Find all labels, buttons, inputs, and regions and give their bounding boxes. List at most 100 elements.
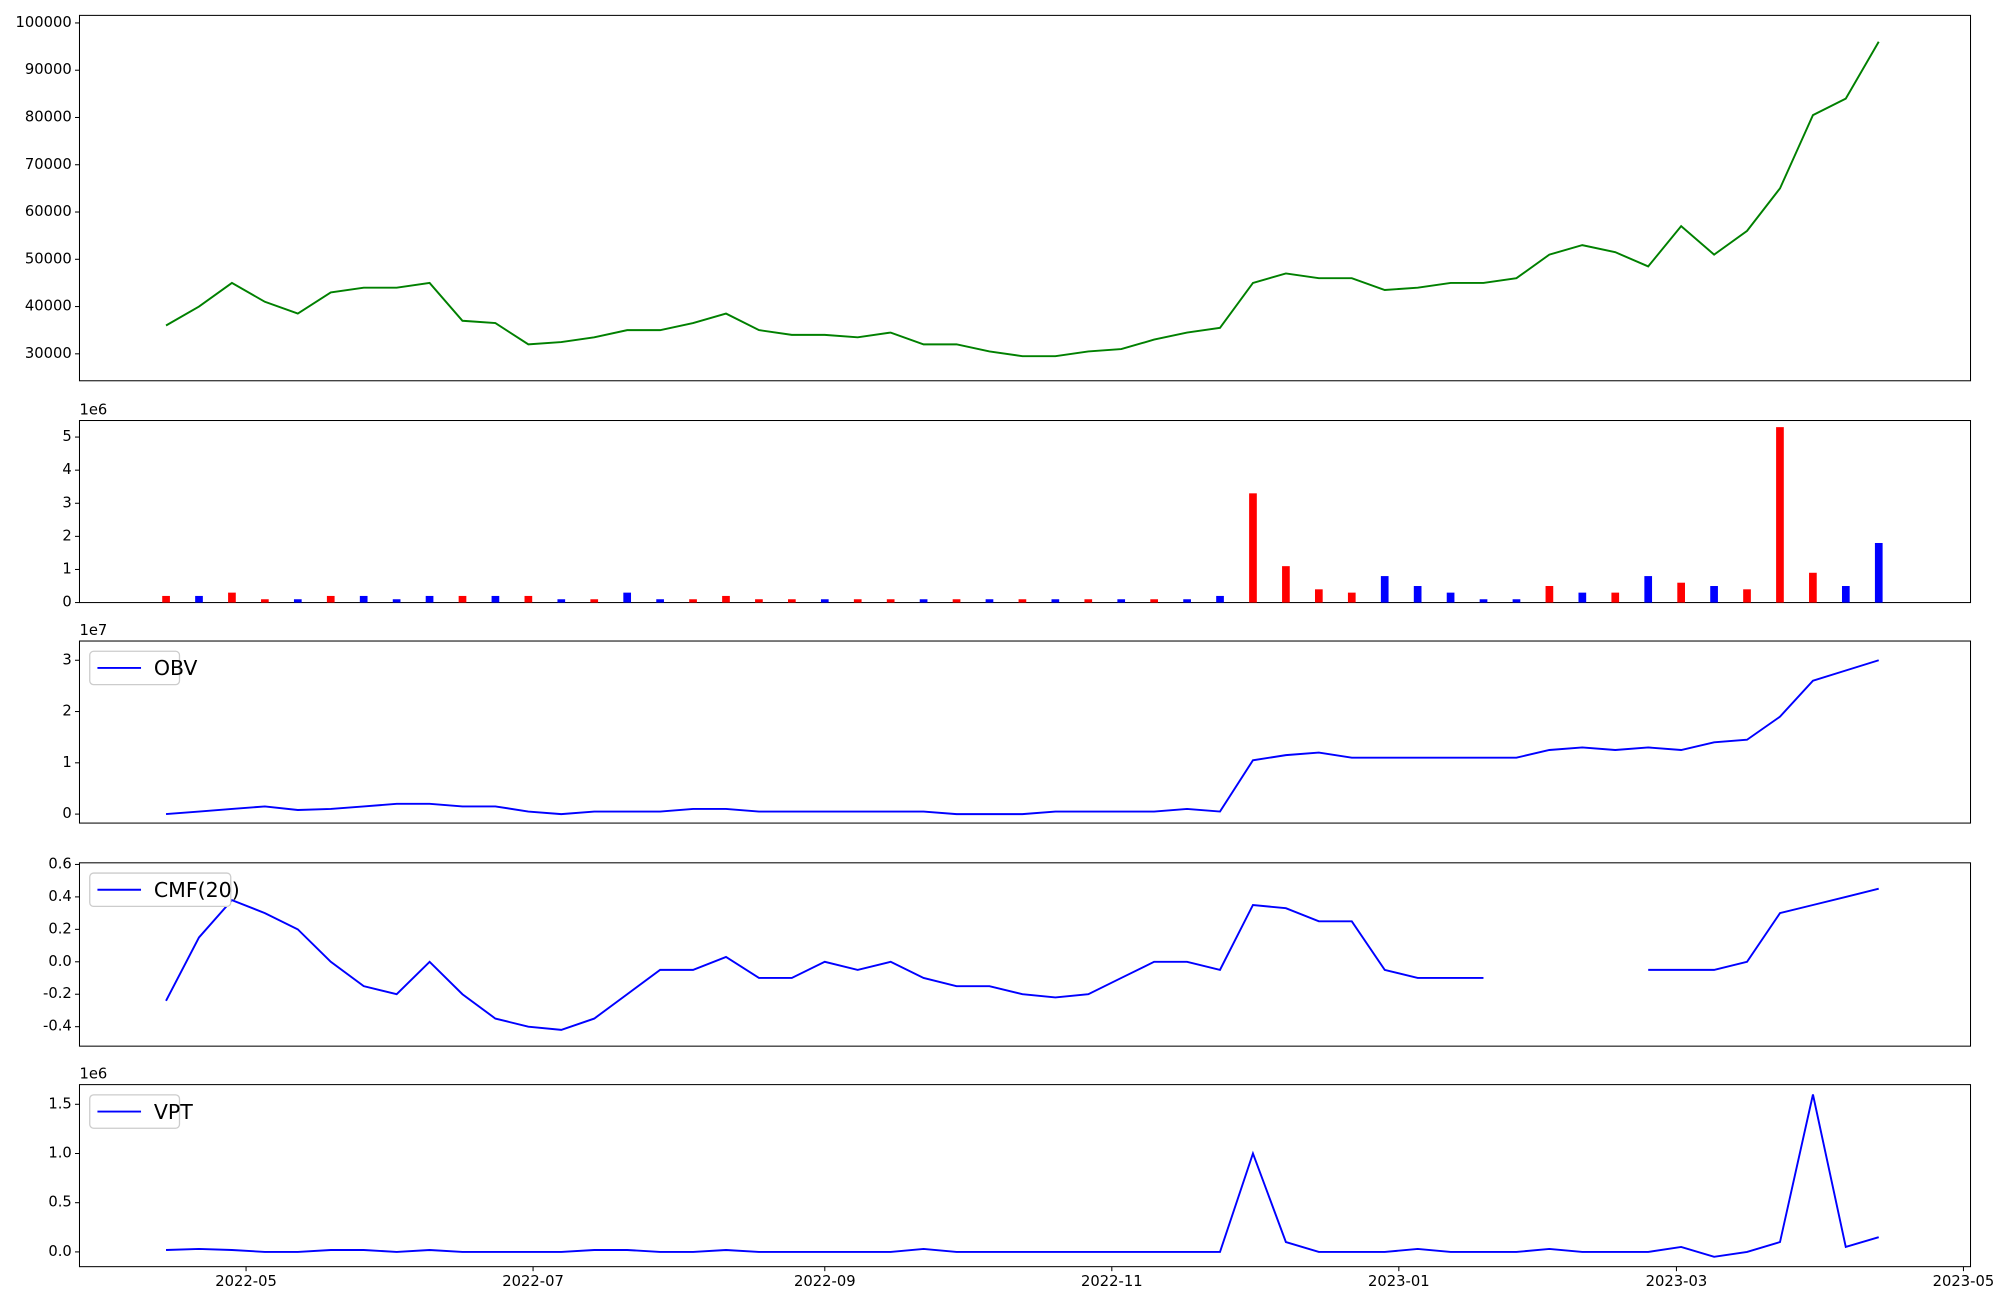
- y-tick-label: 3: [62, 494, 71, 511]
- y-tick-label: 2: [62, 703, 71, 720]
- offset-text: 1e6: [79, 401, 107, 418]
- x-tick-label: 2023-01: [1368, 1273, 1430, 1290]
- bar: [1874, 542, 1883, 603]
- bar: [853, 599, 862, 603]
- bar: [656, 599, 664, 603]
- bar: [1710, 586, 1718, 603]
- legend-box: [89, 872, 232, 908]
- legend-label: OBV: [154, 656, 198, 680]
- bar: [1809, 572, 1817, 603]
- bar: [1249, 493, 1257, 603]
- bar: [1380, 576, 1389, 603]
- x-tick-label: 2023-05: [1933, 1273, 1995, 1290]
- y-tick-label: 90000: [25, 61, 72, 78]
- y-tick-label: 0.5: [48, 1194, 71, 1211]
- bar: [1644, 576, 1653, 603]
- bar: [491, 595, 500, 603]
- y-tick-label: 1: [62, 754, 71, 771]
- y-tick-label: -0.4: [43, 1018, 72, 1035]
- y-tick-label: 0: [62, 805, 71, 822]
- y-tick-label: 60000: [25, 203, 72, 220]
- x-tick-label: 2023-03: [1646, 1273, 1708, 1290]
- bar: [326, 595, 335, 603]
- bar: [1314, 589, 1323, 603]
- y-tick-label: 100000: [16, 14, 72, 31]
- bar: [228, 592, 236, 603]
- bar: [1841, 586, 1850, 603]
- y-tick-label: 50000: [25, 250, 72, 267]
- bar: [919, 599, 928, 603]
- bar: [985, 599, 994, 603]
- bar: [590, 599, 599, 603]
- y-tick-label: 0.6: [48, 855, 71, 872]
- axes-frame: [78, 1084, 1972, 1268]
- y-tick-label: 0.0: [48, 1243, 71, 1260]
- x-tick-label: 2022-05: [215, 1273, 277, 1290]
- y-tick-label: 0.4: [48, 888, 71, 905]
- bar: [1084, 599, 1093, 603]
- data-line: [165, 887, 1879, 1031]
- offset-text: 1e6: [79, 1065, 107, 1082]
- bar: [788, 599, 796, 603]
- bar: [195, 595, 203, 603]
- bar: [425, 595, 434, 603]
- bar: [623, 592, 632, 603]
- bar: [1512, 599, 1521, 603]
- bar: [689, 599, 697, 603]
- bar: [1347, 592, 1356, 603]
- bar: [886, 599, 895, 603]
- bar: [1183, 599, 1191, 603]
- bar: [1282, 566, 1290, 603]
- bar: [1611, 592, 1620, 603]
- axes-frame: [78, 640, 1972, 824]
- bar: [1051, 599, 1060, 603]
- bar: [1117, 599, 1126, 603]
- bar: [293, 599, 302, 603]
- bar: [1150, 599, 1159, 603]
- bar: [755, 599, 763, 603]
- bar: [952, 599, 961, 603]
- y-tick-label: 0: [62, 594, 71, 611]
- axes-frame: [78, 14, 1972, 382]
- bar: [261, 599, 269, 603]
- bar: [1413, 586, 1422, 603]
- bar: [1545, 586, 1554, 603]
- bar: [1216, 595, 1224, 603]
- y-tick-label: 0.2: [48, 920, 71, 937]
- y-tick-label: 0.0: [48, 953, 71, 970]
- y-tick-label: -0.2: [43, 985, 72, 1002]
- y-tick-label: 70000: [25, 156, 72, 173]
- data-line: [165, 41, 1880, 358]
- bar: [1578, 592, 1587, 603]
- legend-label: VPT: [154, 1100, 193, 1124]
- bar: [1018, 599, 1027, 603]
- offset-text: 1e7: [79, 622, 107, 639]
- y-tick-label: 5: [62, 428, 71, 445]
- bar: [359, 595, 368, 603]
- bar: [1479, 599, 1488, 603]
- bar: [820, 599, 829, 603]
- x-tick-label: 2022-11: [1081, 1273, 1143, 1290]
- y-tick-label: 1: [62, 560, 71, 577]
- axes-frame: [78, 420, 1972, 604]
- y-tick-label: 80000: [25, 108, 72, 125]
- legend-label: CMF(20): [154, 878, 240, 902]
- y-tick-label: 3: [62, 651, 71, 668]
- data-line: [165, 659, 1880, 816]
- x-tick-label: 2022-09: [794, 1273, 856, 1290]
- bar: [458, 595, 467, 603]
- bar: [1776, 427, 1784, 603]
- y-tick-label: 1.0: [48, 1144, 71, 1161]
- y-tick-label: 1.5: [48, 1095, 71, 1112]
- y-tick-label: 30000: [25, 345, 72, 362]
- bar: [524, 595, 533, 603]
- bar: [557, 599, 566, 603]
- bar: [392, 599, 401, 603]
- data-line: [165, 1094, 1879, 1258]
- bar: [1446, 592, 1455, 603]
- bar: [1743, 589, 1751, 603]
- y-tick-label: 4: [62, 461, 71, 478]
- bar: [722, 595, 730, 603]
- y-tick-label: 40000: [25, 298, 72, 315]
